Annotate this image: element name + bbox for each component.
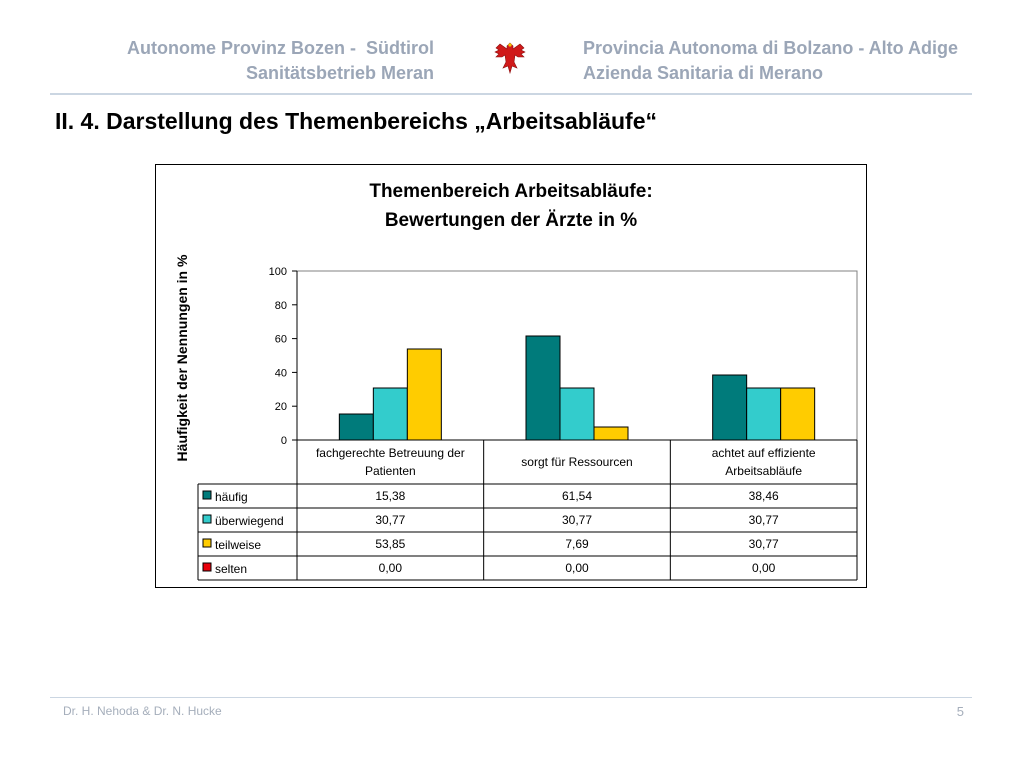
bar (780, 387, 816, 441)
bar (712, 374, 748, 441)
data-label: 38,46 (749, 489, 779, 503)
data-label: 30,77 (375, 513, 405, 527)
legend-entry: häufig (215, 490, 248, 504)
legend-entry: teilweise (215, 538, 261, 552)
header-left-line2: Sanitätsbetrieb Meran (245, 63, 434, 83)
data-label: 61,54 (562, 489, 592, 503)
slide-title: II. 4. Darstellung des Themenbereichs „A… (55, 108, 658, 134)
x-category-label: achtet auf effiziente (712, 446, 816, 460)
header-left-line1: Autonome Provinz Bozen - Südtirol (127, 38, 434, 58)
legend-key (202, 490, 212, 500)
page-number: 5 (956, 704, 964, 719)
x-category-label: fachgerechte Betreuung der (316, 446, 465, 460)
header-right: Provincia Autonoma di Bolzano - Alto Adi… (583, 36, 958, 86)
y-tick-label: 40 (275, 367, 287, 379)
y-tick-label: 20 (275, 401, 287, 413)
bar (746, 387, 782, 441)
y-tick-label: 80 (275, 300, 287, 312)
data-label: 30,77 (562, 513, 592, 527)
legend-key (202, 538, 212, 548)
x-category-label: Arbeitsabläufe (725, 464, 802, 478)
bar (372, 387, 408, 441)
bar (406, 348, 442, 441)
data-label: 0,00 (379, 561, 403, 575)
data-label: 0,00 (565, 561, 589, 575)
data-label: 30,77 (749, 537, 779, 551)
y-tick-label: 0 (281, 435, 287, 447)
header-left: Autonome Provinz Bozen - Südtirol Sanität… (127, 36, 434, 86)
chart-title-line1: Themenbereich Arbeitsabläufe: (369, 181, 653, 202)
legend-key (202, 514, 212, 524)
y-tick-label: 100 (269, 266, 287, 278)
x-category-label: Patienten (365, 464, 416, 478)
header-right-line1: Provincia Autonoma di Bolzano - Alto Adi… (583, 38, 959, 58)
header-right-line2: Azienda Sanitaria di Merano (583, 63, 824, 83)
chart-title-line2: Bewertungen der Ärzte in % (384, 210, 638, 231)
chart-frame: Themenbereich Arbeitsabläufe: Bewertunge… (155, 164, 867, 588)
bar (593, 426, 629, 441)
x-category-label: sorgt für Ressourcen (521, 455, 632, 469)
eagle-coat-of-arms-icon (494, 42, 526, 74)
data-label: 30,77 (749, 513, 779, 527)
legend-entry: überwiegend (215, 514, 284, 528)
footer-authors: Dr. H. Nehoda & Dr. N. Hucke (63, 704, 222, 718)
data-label: 15,38 (375, 489, 405, 503)
y-tick-label: 60 (275, 334, 287, 346)
bar (559, 387, 595, 441)
data-label: 0,00 (752, 561, 776, 575)
bar (338, 413, 374, 441)
footer-divider (50, 697, 972, 698)
legend-entry: selten (215, 562, 247, 576)
header-divider (50, 93, 972, 95)
data-label: 7,69 (565, 537, 589, 551)
legend-key (202, 562, 212, 572)
bar (525, 335, 561, 441)
data-label: 53,85 (375, 537, 405, 551)
